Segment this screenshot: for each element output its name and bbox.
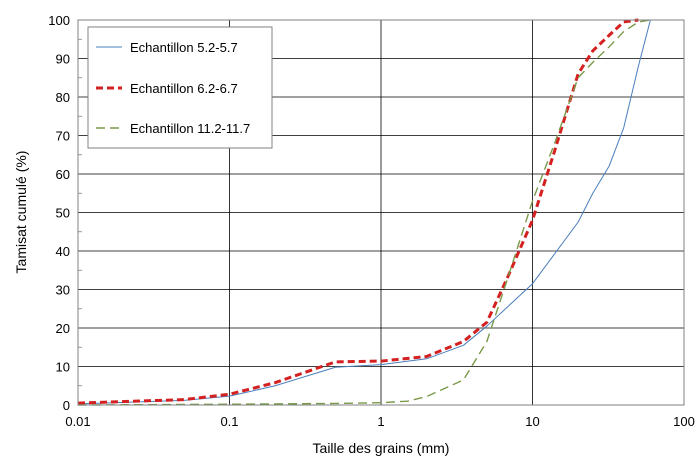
legend-label-2: Echantillon 6.2-6.7 bbox=[130, 81, 238, 96]
y-tick-label: 70 bbox=[56, 129, 70, 144]
legend-label-1: Echantillon 5.2-5.7 bbox=[130, 40, 238, 55]
x-tick-label: 0.1 bbox=[220, 414, 238, 429]
tick-labels: 0 10 20 30 40 50 60 70 80 90 100 0.01 0.1 1 10 100 bbox=[48, 13, 695, 429]
x-tick-label: 10 bbox=[525, 414, 539, 429]
y-tick-label: 20 bbox=[56, 321, 70, 336]
y-tick-label: 100 bbox=[48, 13, 70, 28]
x-tick-label: 0.01 bbox=[65, 414, 90, 429]
x-tick-label: 1 bbox=[377, 414, 384, 429]
legend-label-3: Echantillon 11.2-11.7 bbox=[130, 121, 250, 136]
y-tick-label: 80 bbox=[56, 90, 70, 105]
y-tick-label: 0 bbox=[63, 398, 70, 413]
series-line-3 bbox=[77, 19, 651, 406]
y-tick-label: 40 bbox=[56, 244, 70, 259]
legend: Echantillon 5.2-5.7 Echantillon 6.2-6.7 Ec… bbox=[87, 26, 273, 149]
series-group bbox=[77, 18, 651, 406]
y-axis-label: Tamisat cumulé (%) bbox=[13, 151, 29, 274]
y-tick-label: 60 bbox=[56, 167, 70, 182]
x-axis-label: Taille des grains (mm) bbox=[313, 440, 450, 456]
series-line-2 bbox=[77, 18, 639, 405]
y-tick-label: 30 bbox=[56, 283, 70, 298]
plot-border bbox=[77, 19, 685, 406]
x-tick-label: 100 bbox=[673, 414, 695, 429]
y-tick-label: 90 bbox=[56, 52, 70, 67]
y-tick-label: 50 bbox=[56, 206, 70, 221]
series-line-1 bbox=[77, 19, 651, 405]
y-tick-label: 10 bbox=[56, 360, 70, 375]
